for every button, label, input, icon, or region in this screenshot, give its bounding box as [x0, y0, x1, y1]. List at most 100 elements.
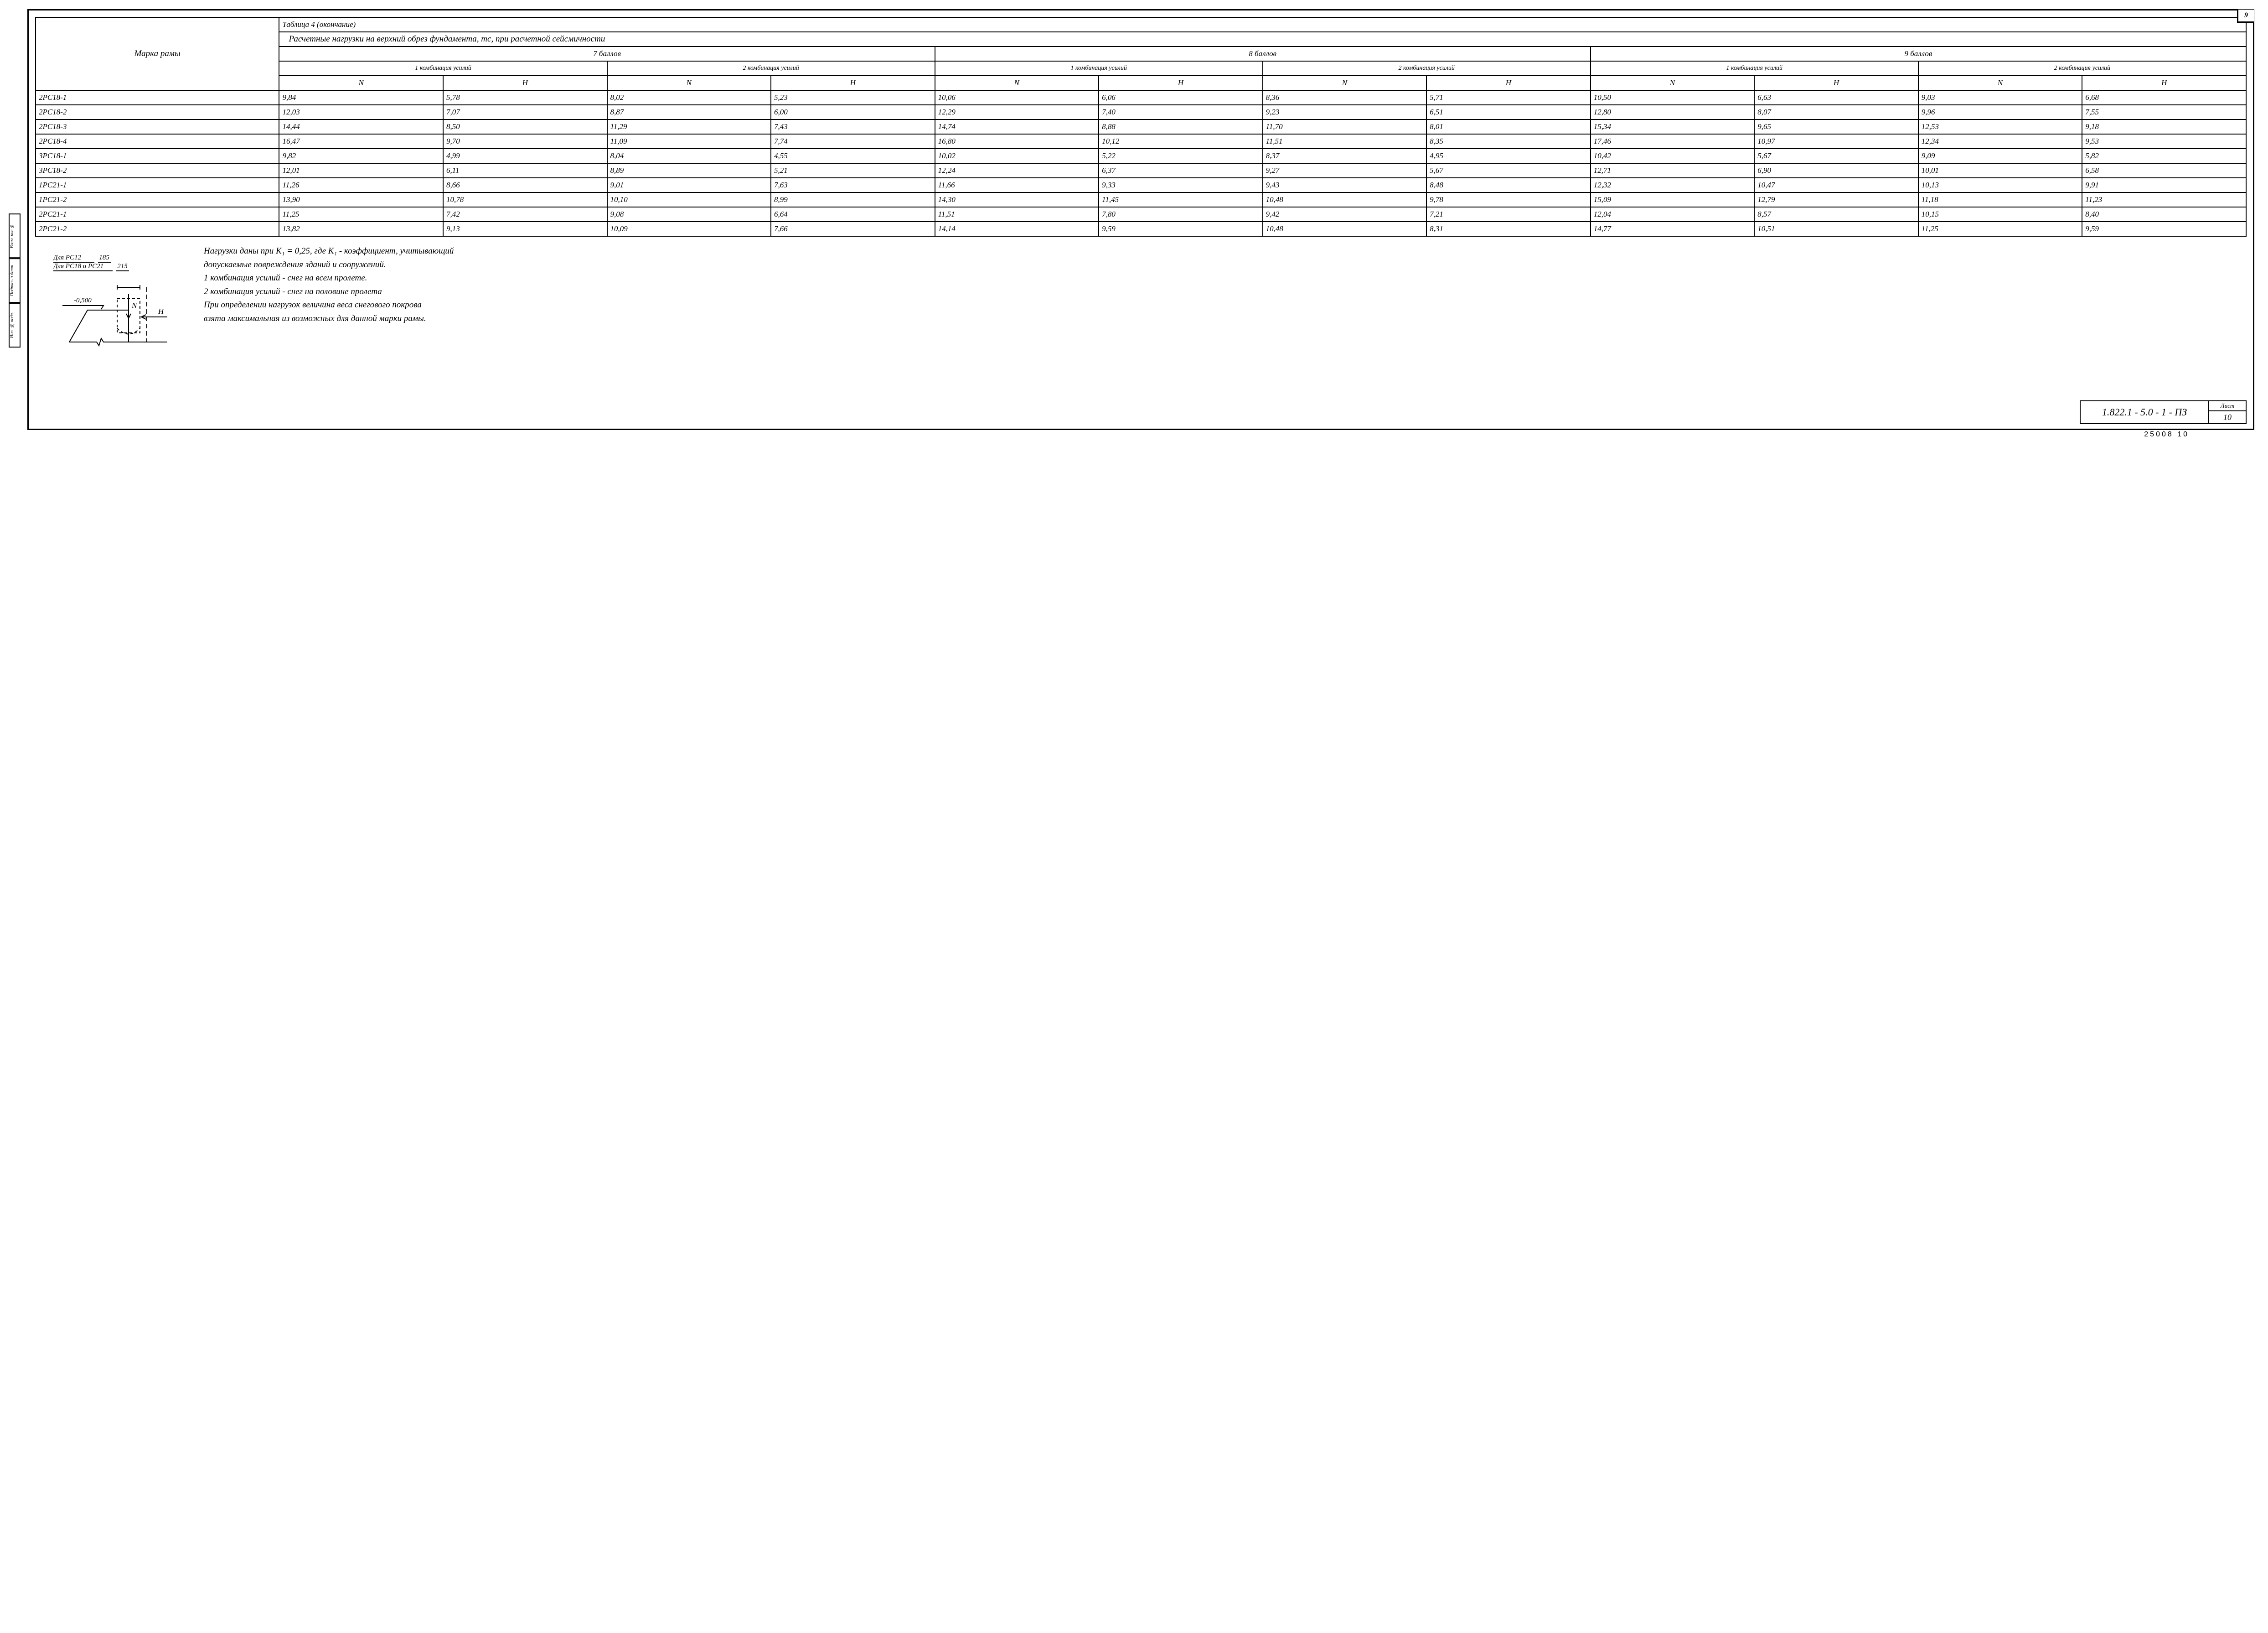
- data-cell: 14,77: [1591, 222, 1755, 236]
- header-row-balls: 7 баллов 8 баллов 9 баллов: [36, 47, 2246, 61]
- header-combo: 1 комбинация усилий: [935, 61, 1263, 76]
- data-cell: 11,45: [1099, 192, 1263, 207]
- data-cell: 8,99: [771, 192, 935, 207]
- header-n: N: [1263, 76, 1427, 90]
- data-cell: 12,03: [279, 105, 443, 119]
- header-combo: 1 комбинация усилий: [279, 61, 607, 76]
- data-cell: 6,37: [1099, 163, 1263, 178]
- data-cell: 12,53: [1918, 119, 2082, 134]
- data-cell: 14,44: [279, 119, 443, 134]
- sidestrip-cell: Взам. инв.№: [9, 214, 21, 259]
- data-cell: 6,63: [1754, 90, 1918, 105]
- header-n: N: [935, 76, 1099, 90]
- data-cell: 10,97: [1754, 134, 1918, 149]
- data-cell: 7,66: [771, 222, 935, 236]
- data-cell: 10,01: [1918, 163, 2082, 178]
- data-cell: 11,23: [2082, 192, 2246, 207]
- data-cell: 9,09: [1918, 149, 2082, 163]
- row-label: 2РС18-2: [36, 105, 279, 119]
- data-cell: 13,82: [279, 222, 443, 236]
- data-cell: 6,51: [1426, 105, 1591, 119]
- table-row: 1РС21-213,9010,7810,108,9914,3011,4510,4…: [36, 192, 2246, 207]
- data-cell: 12,34: [1918, 134, 2082, 149]
- note-line: 2 комбинация усилий - снег на половине п…: [204, 285, 2242, 298]
- data-cell: 8,01: [1426, 119, 1591, 134]
- header-combo: 2 комбинация усилий: [1918, 61, 2246, 76]
- data-cell: 14,74: [935, 119, 1099, 134]
- sheet-label: Лист: [2209, 401, 2246, 411]
- header-combo: 2 комбинация усилий: [607, 61, 935, 76]
- data-cell: 10,09: [607, 222, 771, 236]
- diagram-labels: Для РС12 185 Для РС18 и РС21 215: [53, 254, 190, 271]
- data-cell: 10,50: [1591, 90, 1755, 105]
- page-number-top: 9: [2237, 10, 2254, 23]
- data-cell: 12,01: [279, 163, 443, 178]
- data-cell: 9,96: [1918, 105, 2082, 119]
- sheet-number: 10: [2209, 411, 2246, 424]
- row-label: 3РС18-2: [36, 163, 279, 178]
- data-cell: 11,51: [935, 207, 1099, 222]
- data-cell: 11,25: [1918, 222, 2082, 236]
- data-cell: 8,87: [607, 105, 771, 119]
- data-cell: 7,40: [1099, 105, 1263, 119]
- revision-sidestrip: Взам. инв.№ Подпись и дата Инв. № подл.: [9, 214, 21, 348]
- data-cell: 8,35: [1426, 134, 1591, 149]
- data-cell: 9,23: [1263, 105, 1427, 119]
- data-cell: 16,47: [279, 134, 443, 149]
- table-caption-row: Марка рамы Таблица 4 (окончание): [36, 17, 2246, 32]
- data-cell: 11,18: [1918, 192, 2082, 207]
- table-row: 3РС18-19,824,998,044,5510,025,228,374,95…: [36, 149, 2246, 163]
- data-cell: 15,09: [1591, 192, 1755, 207]
- data-cell: 8,02: [607, 90, 771, 105]
- data-cell: 10,48: [1263, 192, 1427, 207]
- diagram-H: H: [158, 307, 165, 316]
- header-n: N: [1591, 76, 1755, 90]
- data-cell: 4,55: [771, 149, 935, 163]
- row-label: 2РС21-2: [36, 222, 279, 236]
- diagram-dim1: 185: [98, 254, 111, 263]
- data-cell: 14,30: [935, 192, 1099, 207]
- drawing-sheet: 9 Взам. инв.№ Подпись и дата Инв. № подл…: [27, 9, 2254, 430]
- data-cell: 4,99: [443, 149, 607, 163]
- data-cell: 10,02: [935, 149, 1099, 163]
- diagram-svg: -0,500: [53, 271, 181, 363]
- diagram-line1: Для РС12: [53, 254, 94, 263]
- data-cell: 11,25: [279, 207, 443, 222]
- data-cell: 10,12: [1099, 134, 1263, 149]
- table-row: 2РС18-19,845,788,025,2310,066,068,365,71…: [36, 90, 2246, 105]
- header-combo: 1 комбинация усилий: [1591, 61, 1918, 76]
- header-n: N: [1918, 76, 2082, 90]
- data-cell: 5,21: [771, 163, 935, 178]
- data-cell: 9,70: [443, 134, 607, 149]
- data-cell: 4,95: [1426, 149, 1591, 163]
- data-cell: 10,13: [1918, 178, 2082, 192]
- data-cell: 7,74: [771, 134, 935, 149]
- data-cell: 9,03: [1918, 90, 2082, 105]
- data-cell: 7,07: [443, 105, 607, 119]
- data-cell: 9,13: [443, 222, 607, 236]
- data-cell: 5,71: [1426, 90, 1591, 105]
- data-cell: 5,23: [771, 90, 935, 105]
- data-cell: 9,82: [279, 149, 443, 163]
- data-cell: 8,36: [1263, 90, 1427, 105]
- data-cell: 8,66: [443, 178, 607, 192]
- header-combo: 2 комбинация усилий: [1263, 61, 1591, 76]
- header-row-main: Расчетные нагрузки на верхний обрез фунд…: [36, 32, 2246, 47]
- data-cell: 9,01: [607, 178, 771, 192]
- data-cell: 8,37: [1263, 149, 1427, 163]
- data-cell: 11,09: [607, 134, 771, 149]
- notes-block: Нагрузки даны при K₁ = 0,25, где K₁ - ко…: [204, 245, 2242, 365]
- note-line: допускаемые повреждения зданий и сооруже…: [204, 259, 2242, 271]
- data-cell: 12,04: [1591, 207, 1755, 222]
- foundation-diagram: Для РС12 185 Для РС18 и РС21 215 -0,500: [53, 245, 190, 365]
- data-cell: 5,67: [1754, 149, 1918, 163]
- data-cell: 12,71: [1591, 163, 1755, 178]
- data-cell: 7,21: [1426, 207, 1591, 222]
- data-cell: 11,66: [935, 178, 1099, 192]
- data-cell: 11,51: [1263, 134, 1427, 149]
- row-label: 2РС18-1: [36, 90, 279, 105]
- note-line: взята максимальная из возможных для данн…: [204, 312, 2242, 325]
- sidestrip-cell: Инв. № подл.: [9, 303, 21, 348]
- row-label: 3РС18-1: [36, 149, 279, 163]
- data-cell: 7,55: [2082, 105, 2246, 119]
